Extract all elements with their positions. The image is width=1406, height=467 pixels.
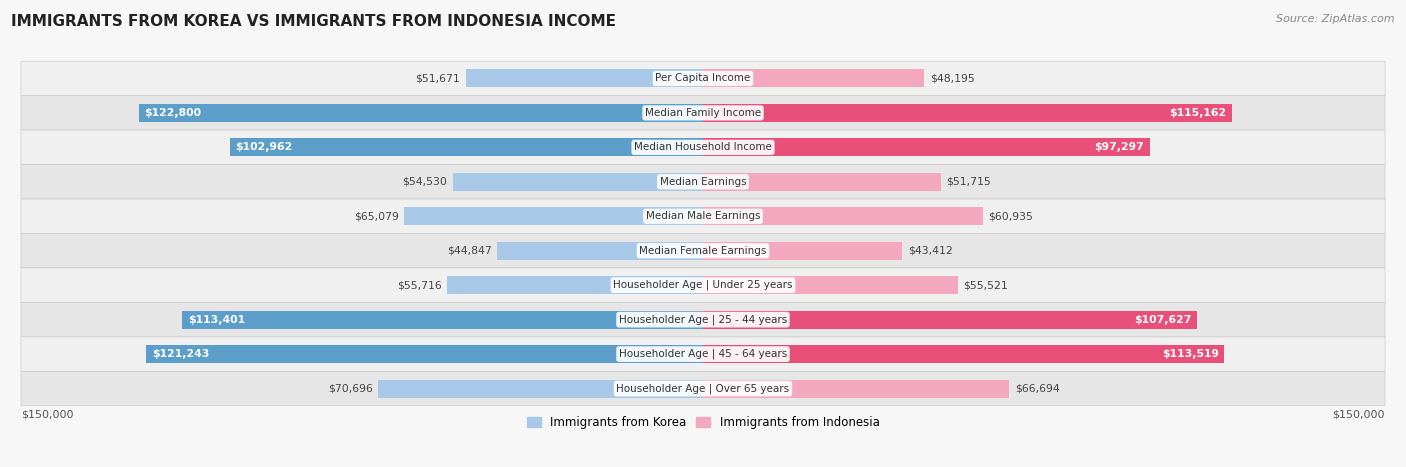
Text: $113,519: $113,519 bbox=[1161, 349, 1219, 359]
FancyBboxPatch shape bbox=[21, 337, 1385, 371]
Text: $115,162: $115,162 bbox=[1170, 108, 1226, 118]
Text: $150,000: $150,000 bbox=[1333, 410, 1385, 420]
Bar bbox=[231, 138, 703, 156]
FancyBboxPatch shape bbox=[21, 96, 1385, 130]
Text: $122,800: $122,800 bbox=[145, 108, 201, 118]
FancyBboxPatch shape bbox=[21, 268, 1385, 303]
Text: Median Male Earnings: Median Male Earnings bbox=[645, 211, 761, 221]
Bar bbox=[183, 311, 703, 329]
Bar bbox=[703, 380, 1010, 397]
Text: Source: ZipAtlas.com: Source: ZipAtlas.com bbox=[1277, 14, 1395, 24]
Text: $48,195: $48,195 bbox=[929, 73, 974, 84]
Text: Median Female Earnings: Median Female Earnings bbox=[640, 246, 766, 256]
FancyBboxPatch shape bbox=[21, 164, 1385, 199]
Text: $121,243: $121,243 bbox=[152, 349, 209, 359]
FancyBboxPatch shape bbox=[21, 303, 1385, 337]
Text: $65,079: $65,079 bbox=[354, 211, 398, 221]
Text: $113,401: $113,401 bbox=[187, 315, 245, 325]
Text: Householder Age | 25 - 44 years: Householder Age | 25 - 44 years bbox=[619, 314, 787, 325]
Text: $60,935: $60,935 bbox=[988, 211, 1033, 221]
Bar bbox=[378, 380, 703, 397]
Bar bbox=[465, 70, 703, 87]
Bar bbox=[404, 207, 703, 225]
Text: $70,696: $70,696 bbox=[328, 383, 373, 394]
Text: Median Household Income: Median Household Income bbox=[634, 142, 772, 152]
Bar bbox=[703, 104, 1232, 122]
Bar bbox=[703, 138, 1150, 156]
Text: $51,715: $51,715 bbox=[946, 177, 991, 187]
Text: Householder Age | Over 65 years: Householder Age | Over 65 years bbox=[616, 383, 790, 394]
Text: $107,627: $107,627 bbox=[1135, 315, 1192, 325]
Bar bbox=[703, 70, 924, 87]
FancyBboxPatch shape bbox=[21, 199, 1385, 234]
Bar bbox=[703, 276, 957, 294]
Bar bbox=[139, 104, 703, 122]
Text: Householder Age | Under 25 years: Householder Age | Under 25 years bbox=[613, 280, 793, 290]
Text: $55,521: $55,521 bbox=[963, 280, 1008, 290]
Text: IMMIGRANTS FROM KOREA VS IMMIGRANTS FROM INDONESIA INCOME: IMMIGRANTS FROM KOREA VS IMMIGRANTS FROM… bbox=[11, 14, 616, 29]
Bar bbox=[453, 173, 703, 191]
Bar bbox=[703, 345, 1225, 363]
FancyBboxPatch shape bbox=[21, 234, 1385, 268]
Bar bbox=[703, 173, 941, 191]
Text: $66,694: $66,694 bbox=[1015, 383, 1060, 394]
Text: $51,671: $51,671 bbox=[415, 73, 460, 84]
Text: Median Earnings: Median Earnings bbox=[659, 177, 747, 187]
Text: $102,962: $102,962 bbox=[236, 142, 292, 152]
Text: $54,530: $54,530 bbox=[402, 177, 447, 187]
Bar bbox=[146, 345, 703, 363]
Legend: Immigrants from Korea, Immigrants from Indonesia: Immigrants from Korea, Immigrants from I… bbox=[522, 411, 884, 433]
Text: $43,412: $43,412 bbox=[908, 246, 953, 256]
Text: $44,847: $44,847 bbox=[447, 246, 492, 256]
Bar bbox=[703, 311, 1198, 329]
FancyBboxPatch shape bbox=[21, 371, 1385, 406]
Text: $150,000: $150,000 bbox=[21, 410, 73, 420]
Text: Householder Age | 45 - 64 years: Householder Age | 45 - 64 years bbox=[619, 349, 787, 359]
Bar bbox=[703, 207, 983, 225]
Text: Per Capita Income: Per Capita Income bbox=[655, 73, 751, 84]
Text: $97,297: $97,297 bbox=[1095, 142, 1144, 152]
Bar bbox=[496, 242, 703, 260]
Text: Median Family Income: Median Family Income bbox=[645, 108, 761, 118]
Text: $55,716: $55,716 bbox=[396, 280, 441, 290]
FancyBboxPatch shape bbox=[21, 130, 1385, 164]
FancyBboxPatch shape bbox=[21, 61, 1385, 96]
Bar bbox=[703, 242, 903, 260]
Bar bbox=[447, 276, 703, 294]
